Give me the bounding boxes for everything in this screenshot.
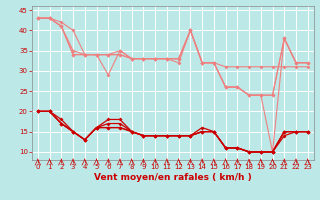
- X-axis label: Vent moyen/en rafales ( km/h ): Vent moyen/en rafales ( km/h ): [94, 173, 252, 182]
